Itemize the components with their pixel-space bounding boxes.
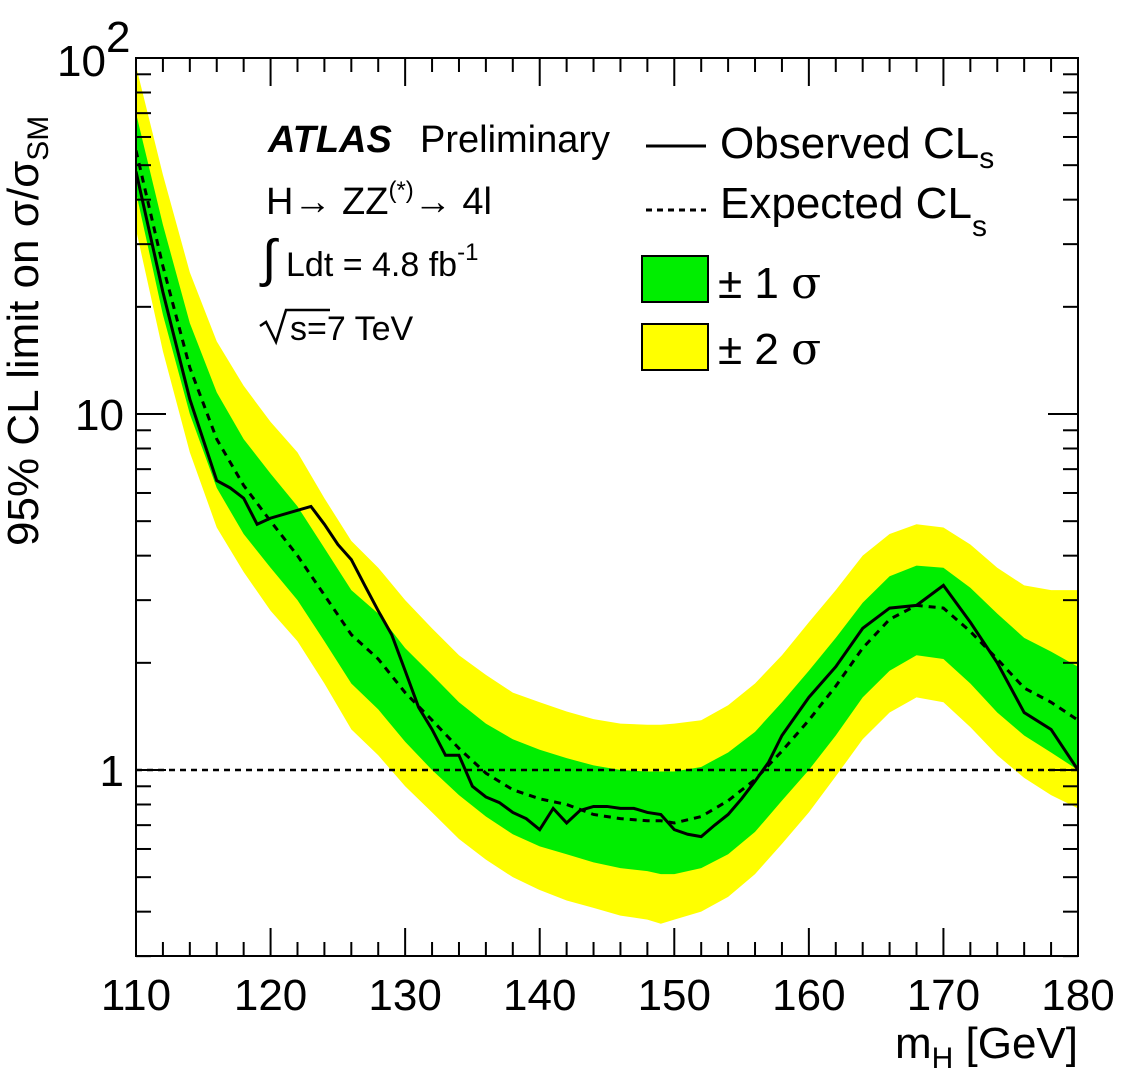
legend-expected-label: Expected CLs [720,179,987,243]
one-sigma-band [136,113,1078,875]
x-tick-label-140: 140 [503,971,576,1020]
y-tick-label-100-exponent: 2 [106,13,130,62]
y-tick-label-1: 1 [100,747,124,796]
x-tick-label-150: 150 [638,971,711,1020]
x-tick-label-160: 160 [772,971,845,1020]
channel-label: H→ ZZ(*)→ 4l [266,177,492,223]
legend-one-sigma-label: ± 1 σ [718,258,821,309]
atlas-label: ATLAS [267,119,392,161]
x-tick-label-110: 110 [101,971,171,1020]
x-tick-label-120: 120 [234,971,307,1020]
legend-two-sigma-label: ± 2 σ [718,324,821,375]
y-tick-label-100: 10 [57,37,106,86]
lumi-label: Ldt = 4.8 fb-1 [286,239,478,284]
x-tick-label-170: 170 [907,971,980,1020]
sqrt-symbol [259,308,330,346]
plot-frame [135,57,1079,957]
x-tick-label-180: 180 [1041,971,1114,1020]
x-tick-label-130: 130 [368,971,441,1020]
observed-cls-line [136,171,1078,839]
preliminary-label: Preliminary [420,119,610,161]
legend-one-sigma-swatch [641,255,709,303]
legend-two-sigma-swatch [641,323,709,371]
integral-symbol: ∫ [259,230,279,288]
y-tick-label-10: 10 [75,391,124,440]
x-axis-title: mH [GeV] [895,1019,1078,1075]
y-axis-title: 95% CL limit on σ/σSM [0,116,55,546]
legend-observed-label: Observed CLs [720,119,994,175]
energy-label: s=7 TeV [290,310,414,348]
